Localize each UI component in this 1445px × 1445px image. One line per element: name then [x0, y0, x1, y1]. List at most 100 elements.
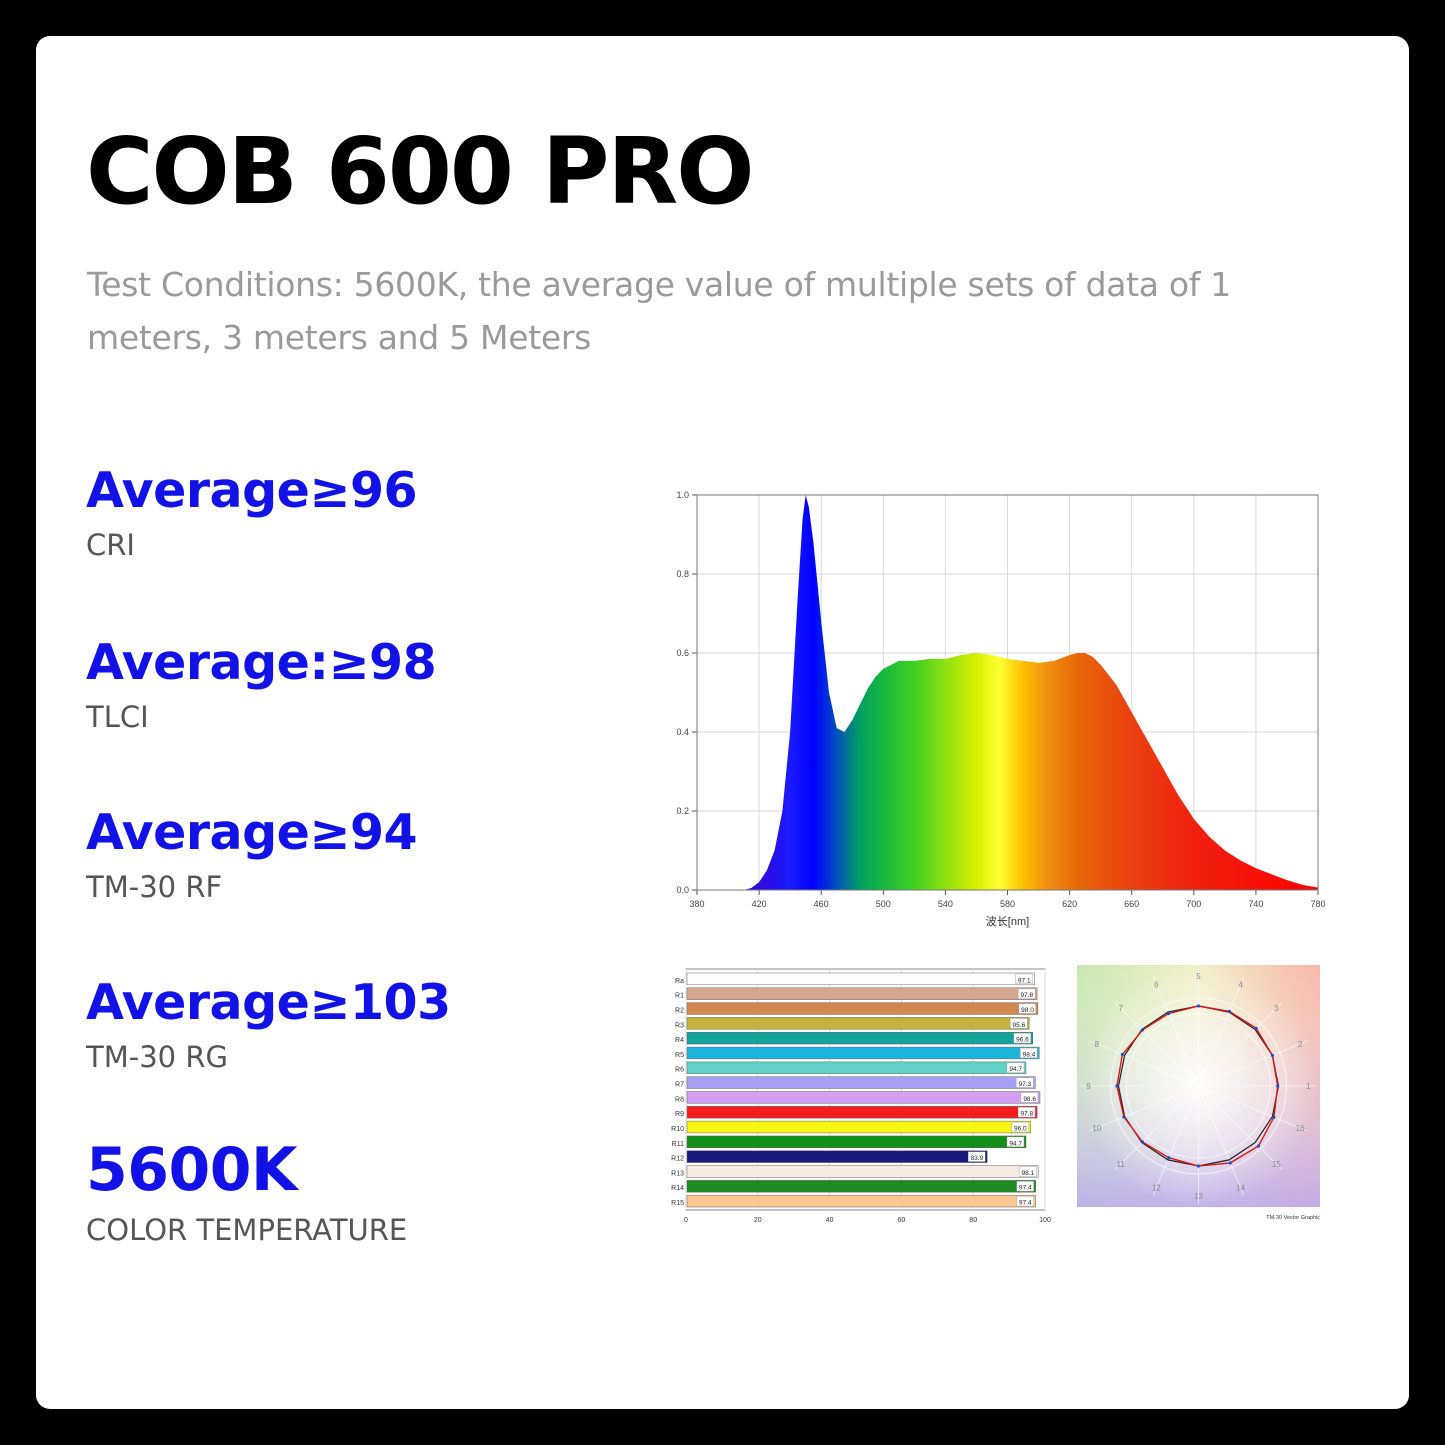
tm30-hue-label: 15 — [1272, 1160, 1281, 1169]
tm30-spoke — [1198, 1085, 1283, 1170]
tm30-vector-point — [1196, 1004, 1201, 1008]
tm30-spoke — [1198, 1040, 1308, 1087]
stat-value: 5600K — [86, 1135, 298, 1205]
tm30-vector-point — [1167, 1156, 1171, 1160]
stat-color-temperature: 5600K COLOR TEMPERATURE — [86, 1140, 407, 1245]
test-conditions: Test Conditions: 5600K, the average valu… — [87, 265, 1231, 357]
bar — [686, 1032, 1034, 1045]
x-tick-label: 660 — [1124, 899, 1139, 909]
bar — [686, 1106, 1038, 1119]
tm30-spoke — [1198, 1085, 1245, 1196]
x-axis-label: 波长[nm] — [986, 915, 1029, 928]
stat-label: TM-30 RG — [86, 1040, 228, 1074]
x-tick-label: 80 — [969, 1217, 977, 1224]
value-label-box — [1006, 1136, 1025, 1147]
bar — [686, 987, 1038, 1000]
tm30-vector-point — [1140, 1028, 1145, 1032]
category-label: R9 — [675, 1111, 684, 1118]
y-tick-label: 1.0 — [676, 490, 689, 500]
tm30-hue-label: 14 — [1236, 1184, 1245, 1193]
tm30-hue-label: 11 — [1117, 1160, 1126, 1169]
bar — [686, 1002, 1039, 1015]
stat-label: TM-30 RF — [86, 870, 223, 904]
value-label-box — [1020, 1092, 1039, 1103]
bar — [686, 1091, 1041, 1104]
tm30-vector-point — [1196, 1164, 1201, 1168]
tm30-spoke — [1152, 976, 1199, 1087]
tm30-vector-point — [1256, 1144, 1261, 1148]
value-label-box — [1006, 1062, 1025, 1073]
value-label: 98.6 — [1023, 1096, 1036, 1103]
bar — [686, 1076, 1036, 1089]
tm30-vector-point — [1120, 1052, 1124, 1057]
value-label-box — [1016, 1195, 1034, 1207]
tm30-vector-point — [1254, 1026, 1258, 1030]
page-title: COB 600 PRO — [86, 118, 754, 225]
tm30-spoke — [1198, 976, 1245, 1087]
tm30-vector-point — [1272, 1115, 1276, 1119]
value-label-box — [1017, 1107, 1036, 1118]
category-label: R14 — [671, 1185, 684, 1192]
x-tick-label: 500 — [876, 899, 891, 909]
y-tick-label: 0.0 — [676, 885, 689, 895]
tm30-vector-point — [1115, 1084, 1119, 1088]
tm30-vector-point — [1276, 1084, 1280, 1088]
category-label: R10 — [671, 1126, 684, 1133]
bar — [686, 972, 1035, 986]
value-label-box — [1013, 1033, 1031, 1044]
bar — [686, 1194, 1036, 1208]
stat-tlci: Average:≥98 TLCI — [86, 638, 437, 732]
tm30-hue-label: 8 — [1095, 1040, 1100, 1049]
value-label-box — [1018, 1166, 1037, 1177]
tm30-hue-label: 16 — [1296, 1124, 1305, 1133]
value-label-box — [1011, 1121, 1029, 1133]
tm30-hue-label: 4 — [1238, 980, 1243, 989]
category-label: R5 — [675, 1052, 684, 1059]
tm30-spoke — [1114, 1085, 1199, 1170]
value-label: 94.7 — [1009, 1140, 1022, 1147]
tm30-spoke — [1198, 1085, 1308, 1132]
y-tick-label: 0.8 — [676, 569, 689, 579]
value-label: 97.4 — [1019, 1185, 1032, 1192]
value-label-box — [968, 1151, 986, 1162]
stat-label: COLOR TEMPERATURE — [86, 1213, 408, 1247]
x-tick-label: 780 — [1310, 899, 1325, 909]
tm30-spoke — [1089, 1040, 1199, 1087]
tm30-vector-point — [1140, 1140, 1145, 1144]
x-tick-label: 0 — [684, 1217, 688, 1224]
value-label: 95.6 — [1013, 1022, 1026, 1029]
tm30-hue-label: 13 — [1194, 1192, 1203, 1201]
value-label-box — [1015, 973, 1033, 985]
tm30-hue-label: 5 — [1196, 972, 1201, 981]
x-tick-label: 420 — [752, 899, 767, 909]
x-tick-label: 40 — [826, 1217, 834, 1224]
value-label: 98.1 — [1022, 1170, 1035, 1177]
value-label-box — [1017, 988, 1036, 999]
tm30-vector-point — [1228, 1161, 1232, 1165]
tm30-hue-label: 1 — [1306, 1082, 1311, 1091]
bar — [686, 1165, 1039, 1178]
spectrum-chart: 380 420 460 500 540 580 620 660 700 740 780 0.0 0.2 0… — [676, 490, 1325, 928]
category-label: R6 — [675, 1067, 684, 1074]
category-label: R11 — [672, 1141, 684, 1148]
value-label-box — [1020, 1047, 1038, 1059]
x-tick-label: 580 — [1000, 899, 1015, 909]
bar — [686, 1150, 988, 1163]
category-label: R1 — [675, 993, 684, 1000]
value-label-box — [1018, 1003, 1037, 1014]
value-label: 98.4 — [1023, 1051, 1036, 1058]
spectrum-area — [743, 495, 1318, 890]
category-label: R7 — [675, 1082, 684, 1089]
category-label: R2 — [675, 1007, 684, 1014]
category-label: Ra — [675, 978, 684, 985]
value-label: 97.3 — [1019, 1081, 1032, 1088]
value-label-box — [1016, 1181, 1034, 1192]
stat-value: Average≥96 — [86, 462, 418, 519]
y-tick-label: 0.4 — [676, 727, 689, 737]
tm30-hue-label: 3 — [1274, 1004, 1279, 1013]
x-tick-label: 620 — [1062, 899, 1077, 909]
tm30-vector-point — [1227, 1009, 1232, 1013]
category-label: R3 — [675, 1022, 684, 1029]
tm30-hue-label: 6 — [1154, 980, 1159, 989]
